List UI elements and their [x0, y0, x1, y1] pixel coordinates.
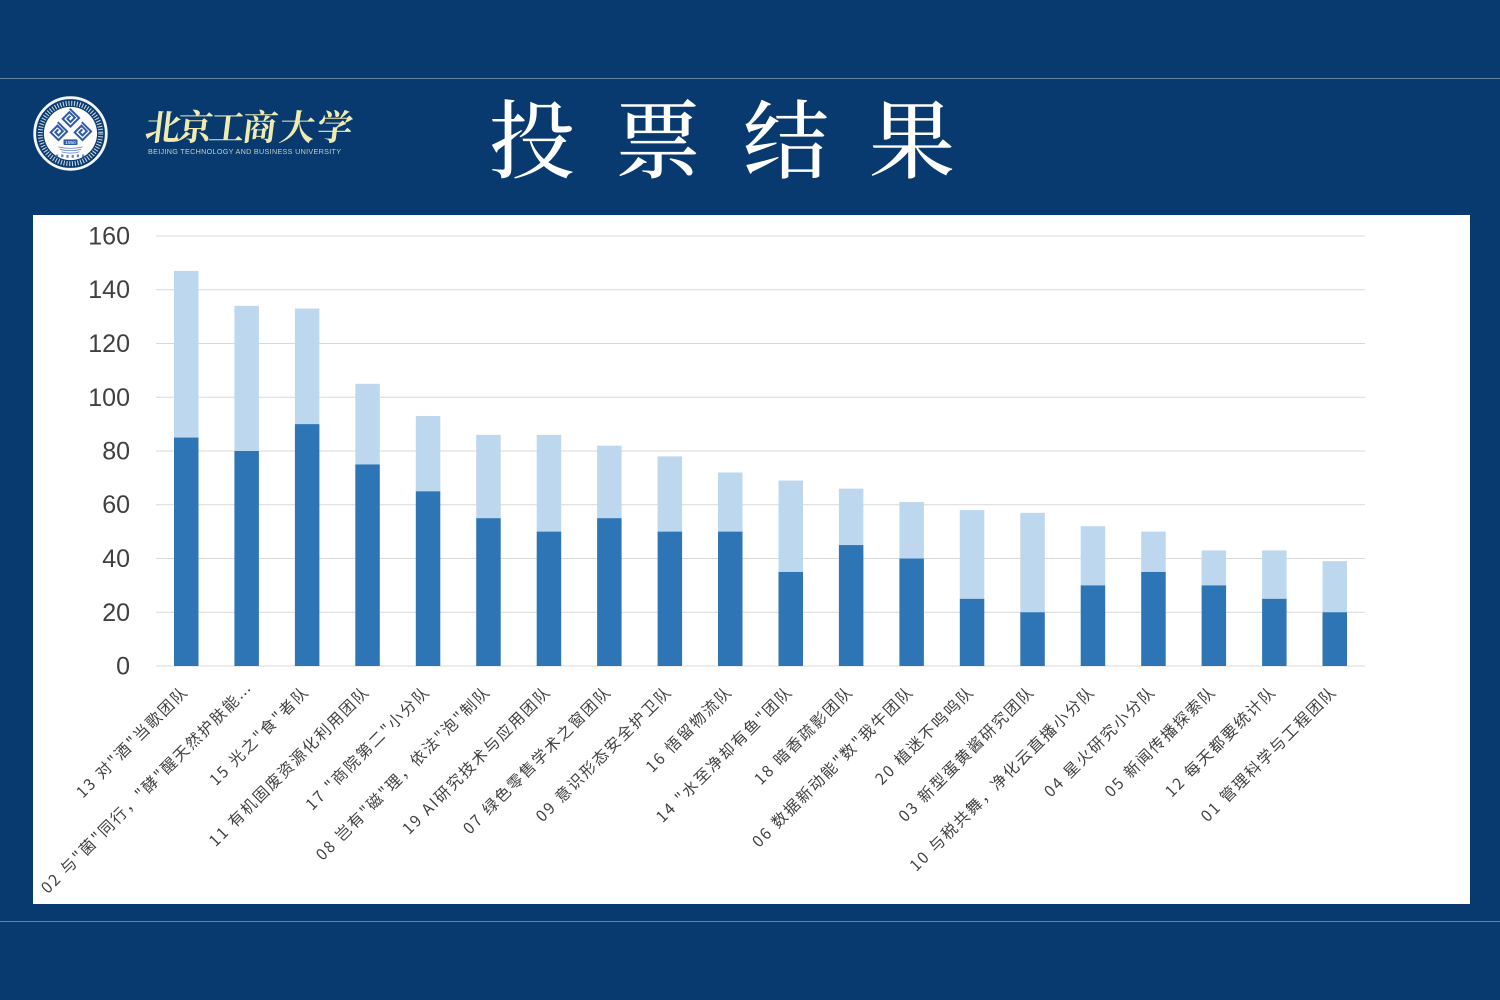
svg-text:60: 60	[102, 491, 130, 519]
svg-text:160: 160	[88, 223, 130, 251]
svg-text:1950: 1950	[65, 140, 76, 146]
svg-text:80: 80	[102, 438, 130, 466]
svg-text:120: 120	[88, 330, 130, 358]
svg-text:40: 40	[102, 545, 130, 573]
svg-text:20: 20	[102, 599, 130, 627]
svg-text:0: 0	[116, 653, 130, 681]
svg-text:100: 100	[88, 384, 130, 412]
svg-text:BEIJING TECHNOLOGY AND BUSINES: BEIJING TECHNOLOGY AND BUSINESS UNIVERSI…	[148, 147, 341, 156]
svg-text:140: 140	[88, 276, 130, 304]
